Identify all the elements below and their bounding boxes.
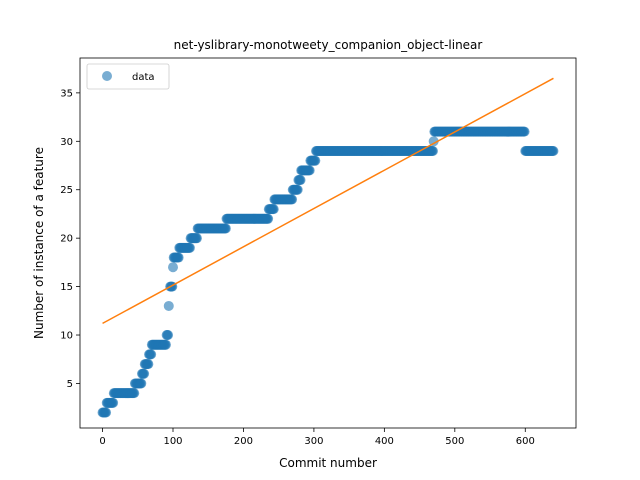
data-point: [185, 243, 195, 253]
x-tick-label: 300: [304, 436, 323, 447]
data-point: [129, 388, 139, 398]
y-tick-label: 20: [60, 234, 73, 245]
y-axis-label: Number of instance of a feature: [32, 147, 46, 339]
x-tick-label: 500: [445, 436, 464, 447]
legend: data: [87, 64, 169, 89]
x-tick-label: 600: [516, 436, 535, 447]
y-tick-label: 5: [67, 379, 73, 390]
chart-title: net-yslibrary-monotweety_companion_objec…: [174, 38, 483, 52]
x-tick-label: 400: [375, 436, 394, 447]
data-point: [548, 146, 558, 156]
x-axis-label: Commit number: [279, 456, 377, 470]
data-point: [293, 185, 303, 195]
data-point: [136, 378, 146, 388]
legend-marker: [102, 71, 112, 81]
legend-label-data: data: [132, 72, 155, 83]
legend-box: [87, 64, 169, 89]
y-tick-label: 10: [60, 331, 73, 342]
data-point: [310, 156, 320, 166]
data-point: [296, 175, 306, 185]
x-tick-label: 0: [99, 436, 105, 447]
data-point: [163, 330, 173, 340]
data-point: [269, 204, 279, 214]
data-point: [161, 340, 171, 350]
data-point: [101, 408, 111, 418]
x-tick-label: 200: [234, 436, 253, 447]
data-point: [520, 127, 530, 137]
data-point: [139, 369, 149, 379]
data-point: [428, 146, 438, 156]
data-point: [192, 233, 202, 243]
data-point: [287, 194, 297, 204]
data-point: [168, 262, 178, 272]
data-point: [108, 398, 118, 408]
data-point: [221, 223, 231, 233]
y-tick-label: 35: [60, 88, 73, 99]
y-tick-label: 25: [60, 185, 73, 196]
data-point: [305, 165, 315, 175]
x-tick-label: 100: [163, 436, 182, 447]
data-point: [263, 214, 273, 224]
y-tick-label: 30: [60, 137, 73, 148]
data-point: [143, 359, 153, 369]
data-point: [174, 253, 184, 263]
data-point: [146, 349, 156, 359]
y-tick-label: 15: [60, 282, 73, 293]
data-point: [164, 301, 174, 311]
